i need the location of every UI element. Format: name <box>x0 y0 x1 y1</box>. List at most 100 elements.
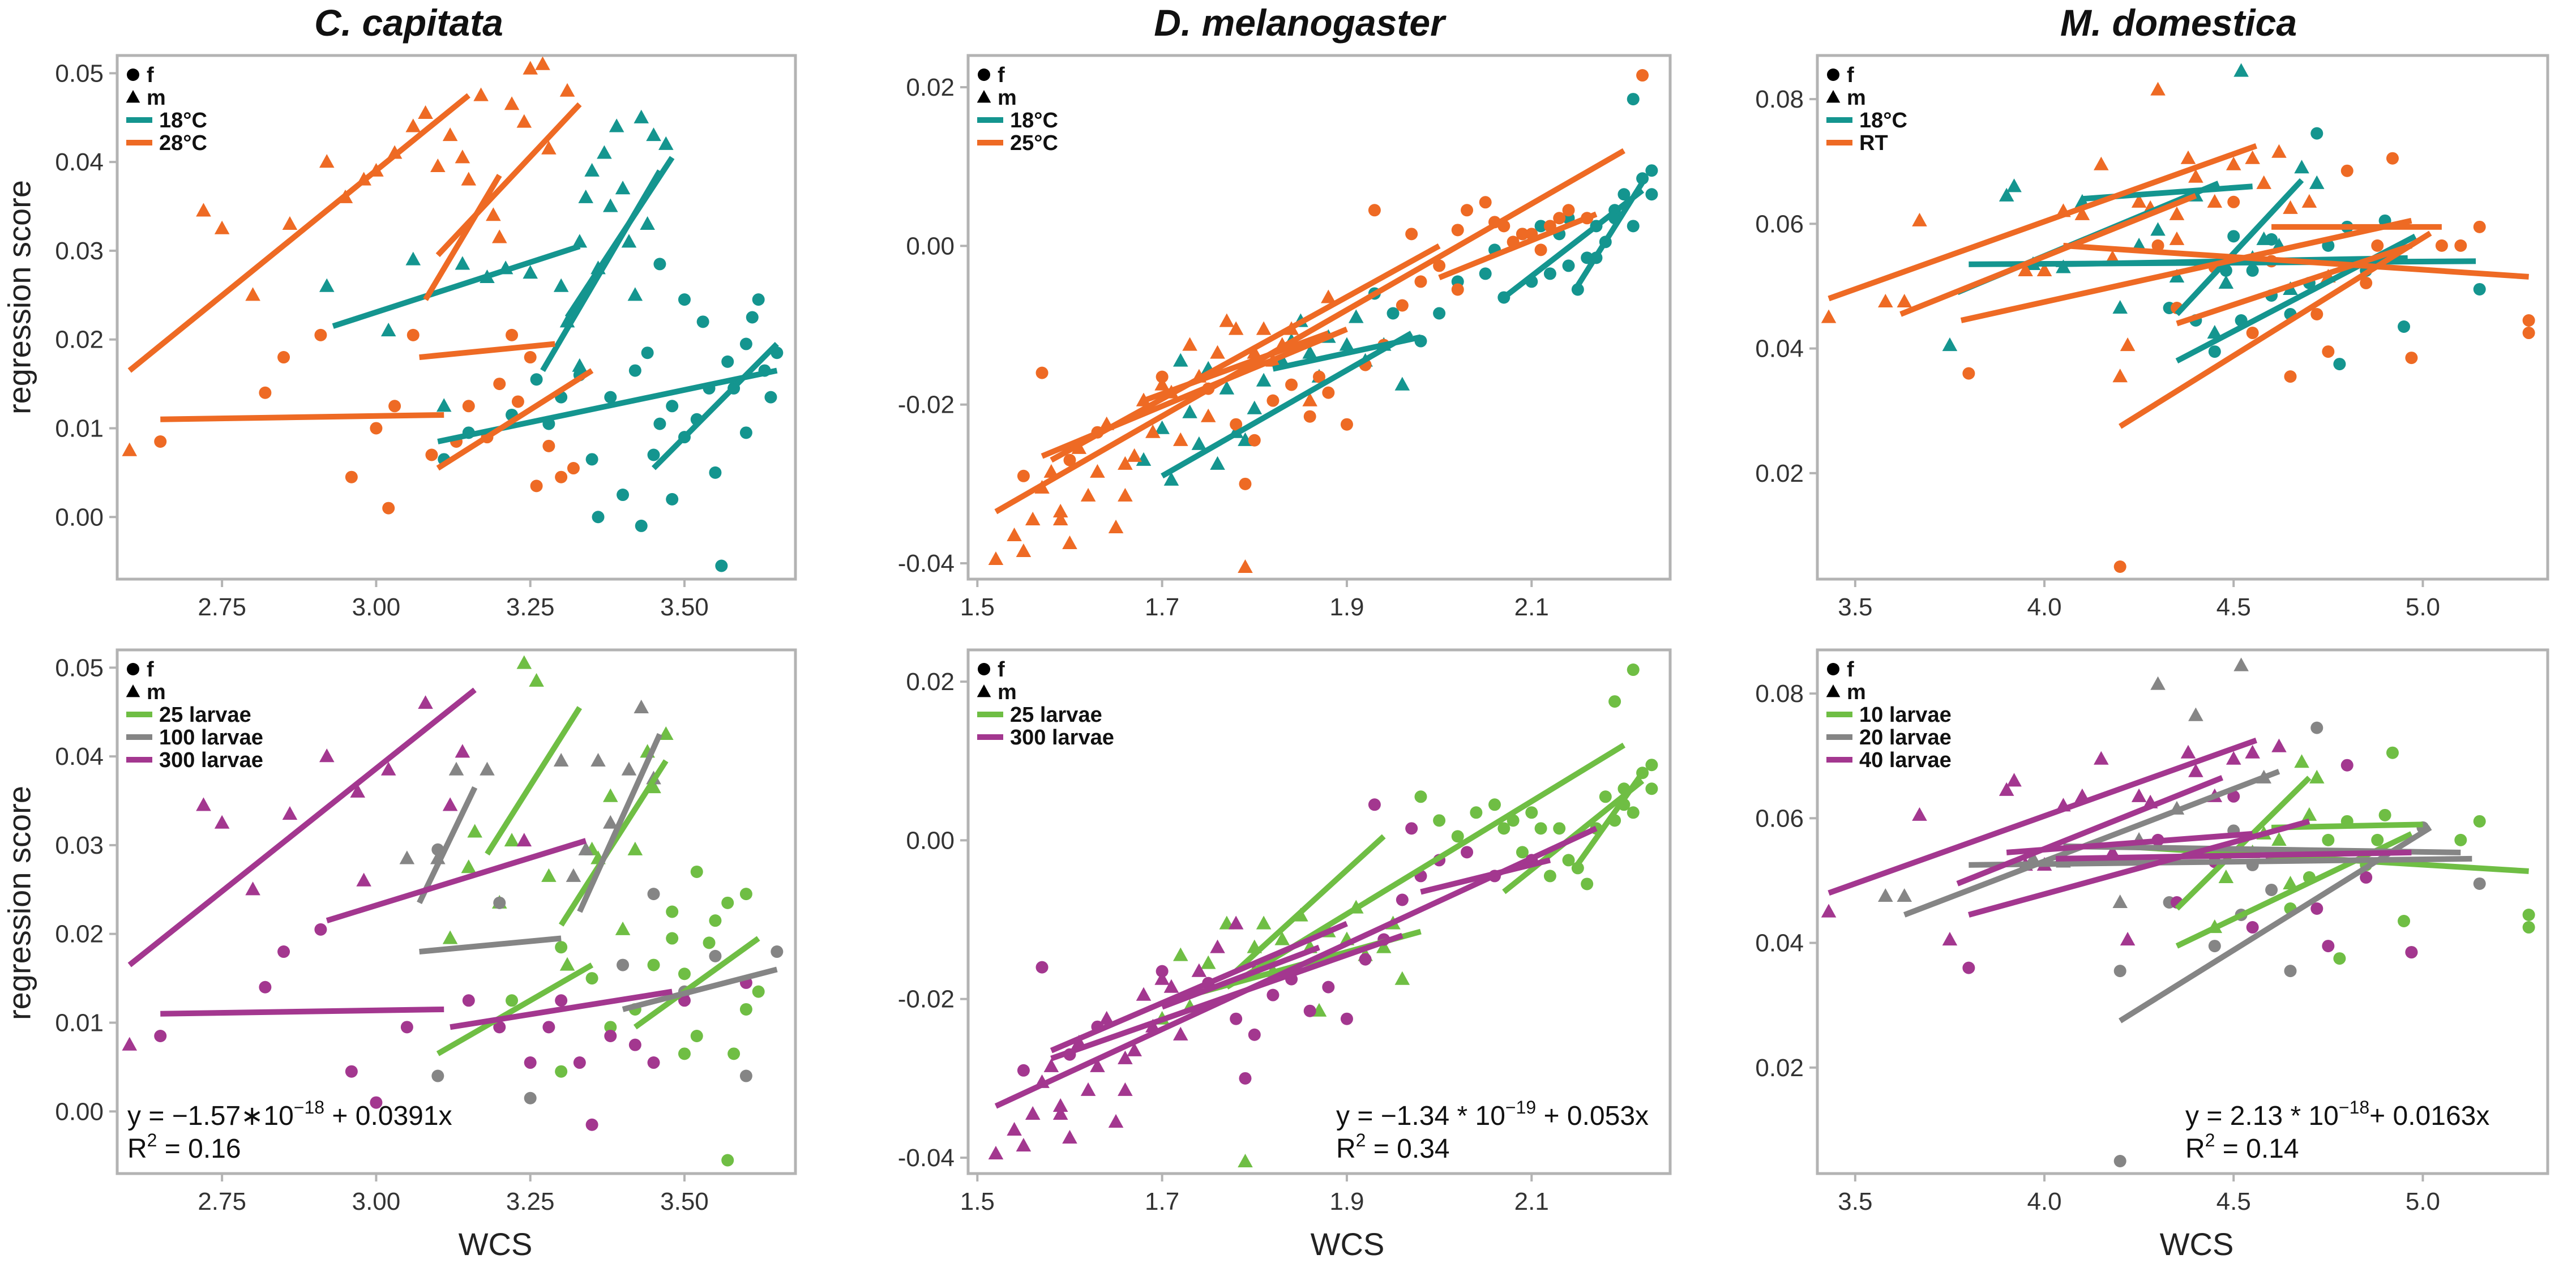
data-point-male <box>486 207 501 221</box>
legend-triangle-icon <box>126 684 140 697</box>
data-point-male <box>1247 345 1263 359</box>
data-point-male <box>1080 487 1096 502</box>
data-point-female <box>2371 833 2384 846</box>
data-point-female <box>739 888 752 901</box>
data-point-male <box>2271 738 2287 752</box>
legend-label: m <box>147 86 166 110</box>
y-tick-label: 0.08 <box>1755 680 1804 708</box>
data-point-female <box>2113 965 2126 978</box>
data-point-male <box>615 181 631 195</box>
data-point-male <box>541 140 557 155</box>
data-point-female <box>2522 921 2535 934</box>
data-point-male <box>2271 832 2287 846</box>
data-point-female <box>154 1029 167 1042</box>
data-point-male <box>1154 376 1170 391</box>
data-point-male <box>578 189 594 203</box>
data-point-female <box>511 395 524 408</box>
data-point-female <box>1230 1012 1243 1025</box>
data-point-male <box>1118 1050 1133 1064</box>
data-point-female <box>1285 378 1298 391</box>
regression-equation: y = −1.34 * 10−19 + 0.053x <box>1336 1097 1649 1131</box>
data-point-female <box>2322 940 2335 953</box>
y-tick-label: 0.06 <box>1755 210 1804 238</box>
data-point-female <box>2113 560 2126 573</box>
data-point-female <box>617 489 630 502</box>
data-point-female <box>2284 370 2297 383</box>
data-point-male <box>1912 212 1927 226</box>
data-point-male <box>1200 955 1216 969</box>
regression-line <box>633 936 760 1030</box>
data-point-female <box>1230 418 1243 431</box>
data-point-male <box>480 761 495 776</box>
legend-circle-icon <box>127 663 139 675</box>
data-point-male <box>2233 63 2249 77</box>
data-point-male <box>430 158 446 173</box>
data-point-male <box>2233 657 2249 671</box>
data-point-female <box>388 400 401 413</box>
data-point-female <box>696 315 709 328</box>
data-point-male <box>282 216 298 230</box>
regression-line <box>1272 334 1422 372</box>
regression-line <box>1161 331 1413 479</box>
data-point-female <box>1562 204 1575 217</box>
data-point-male <box>602 198 618 212</box>
legend-label: m <box>998 680 1017 704</box>
data-point-female <box>1488 798 1501 811</box>
regression-line <box>1041 326 1348 459</box>
data-point-male <box>2218 869 2234 884</box>
legend-triangle-icon <box>1826 684 1841 697</box>
y-tick-label: -0.02 <box>898 391 955 419</box>
data-point-female <box>573 1056 586 1069</box>
x-tick-label: 3.25 <box>506 593 555 621</box>
plot-area <box>988 663 1658 1168</box>
data-point-male <box>535 56 550 70</box>
data-point-male <box>2169 231 2185 245</box>
data-point-female <box>277 945 290 958</box>
data-point-female <box>746 311 759 324</box>
data-point-male <box>1256 321 1272 335</box>
data-point-male <box>516 655 532 669</box>
y-tick-label: -0.04 <box>898 550 955 577</box>
legend-label: 300 larvae <box>159 748 263 772</box>
regression-line <box>622 966 778 1012</box>
data-point-female <box>1433 259 1446 272</box>
x-tick-label: 4.0 <box>2027 593 2061 621</box>
data-point-male <box>448 761 464 776</box>
data-point-female <box>690 865 703 878</box>
data-point-male <box>621 234 637 248</box>
data-point-female <box>2371 239 2384 252</box>
data-point-male <box>380 761 396 776</box>
data-point-female <box>752 293 765 306</box>
plot-area <box>122 56 784 572</box>
data-point-male <box>1256 373 1272 387</box>
data-point-male <box>1127 448 1142 462</box>
regression-line <box>994 148 1625 515</box>
data-point-female <box>2398 320 2411 333</box>
data-point-female <box>462 994 475 1007</box>
regression-line <box>417 786 478 904</box>
data-point-female <box>2246 921 2259 934</box>
data-point-male <box>1007 1121 1022 1136</box>
data-point-male <box>1182 404 1197 418</box>
data-point-male <box>2131 788 2147 802</box>
data-point-female <box>2360 871 2373 884</box>
data-point-female <box>604 391 617 404</box>
regression-line <box>437 367 778 444</box>
data-point-male <box>1376 939 1392 953</box>
regression-line <box>1969 855 2472 868</box>
data-point-male <box>2188 169 2203 183</box>
data-point-female <box>1543 267 1556 280</box>
data-point-female <box>752 985 765 998</box>
data-point-male <box>1052 1106 1068 1120</box>
x-tick-label: 4.5 <box>2216 1188 2251 1215</box>
data-point-male <box>1182 337 1197 351</box>
data-point-male <box>196 797 211 811</box>
data-point-male <box>634 699 649 713</box>
data-point-female <box>2284 965 2297 978</box>
plot-frame <box>1816 648 2549 1175</box>
regression-line <box>1438 211 1598 281</box>
data-point-male <box>572 234 588 248</box>
data-point-male <box>578 841 594 855</box>
